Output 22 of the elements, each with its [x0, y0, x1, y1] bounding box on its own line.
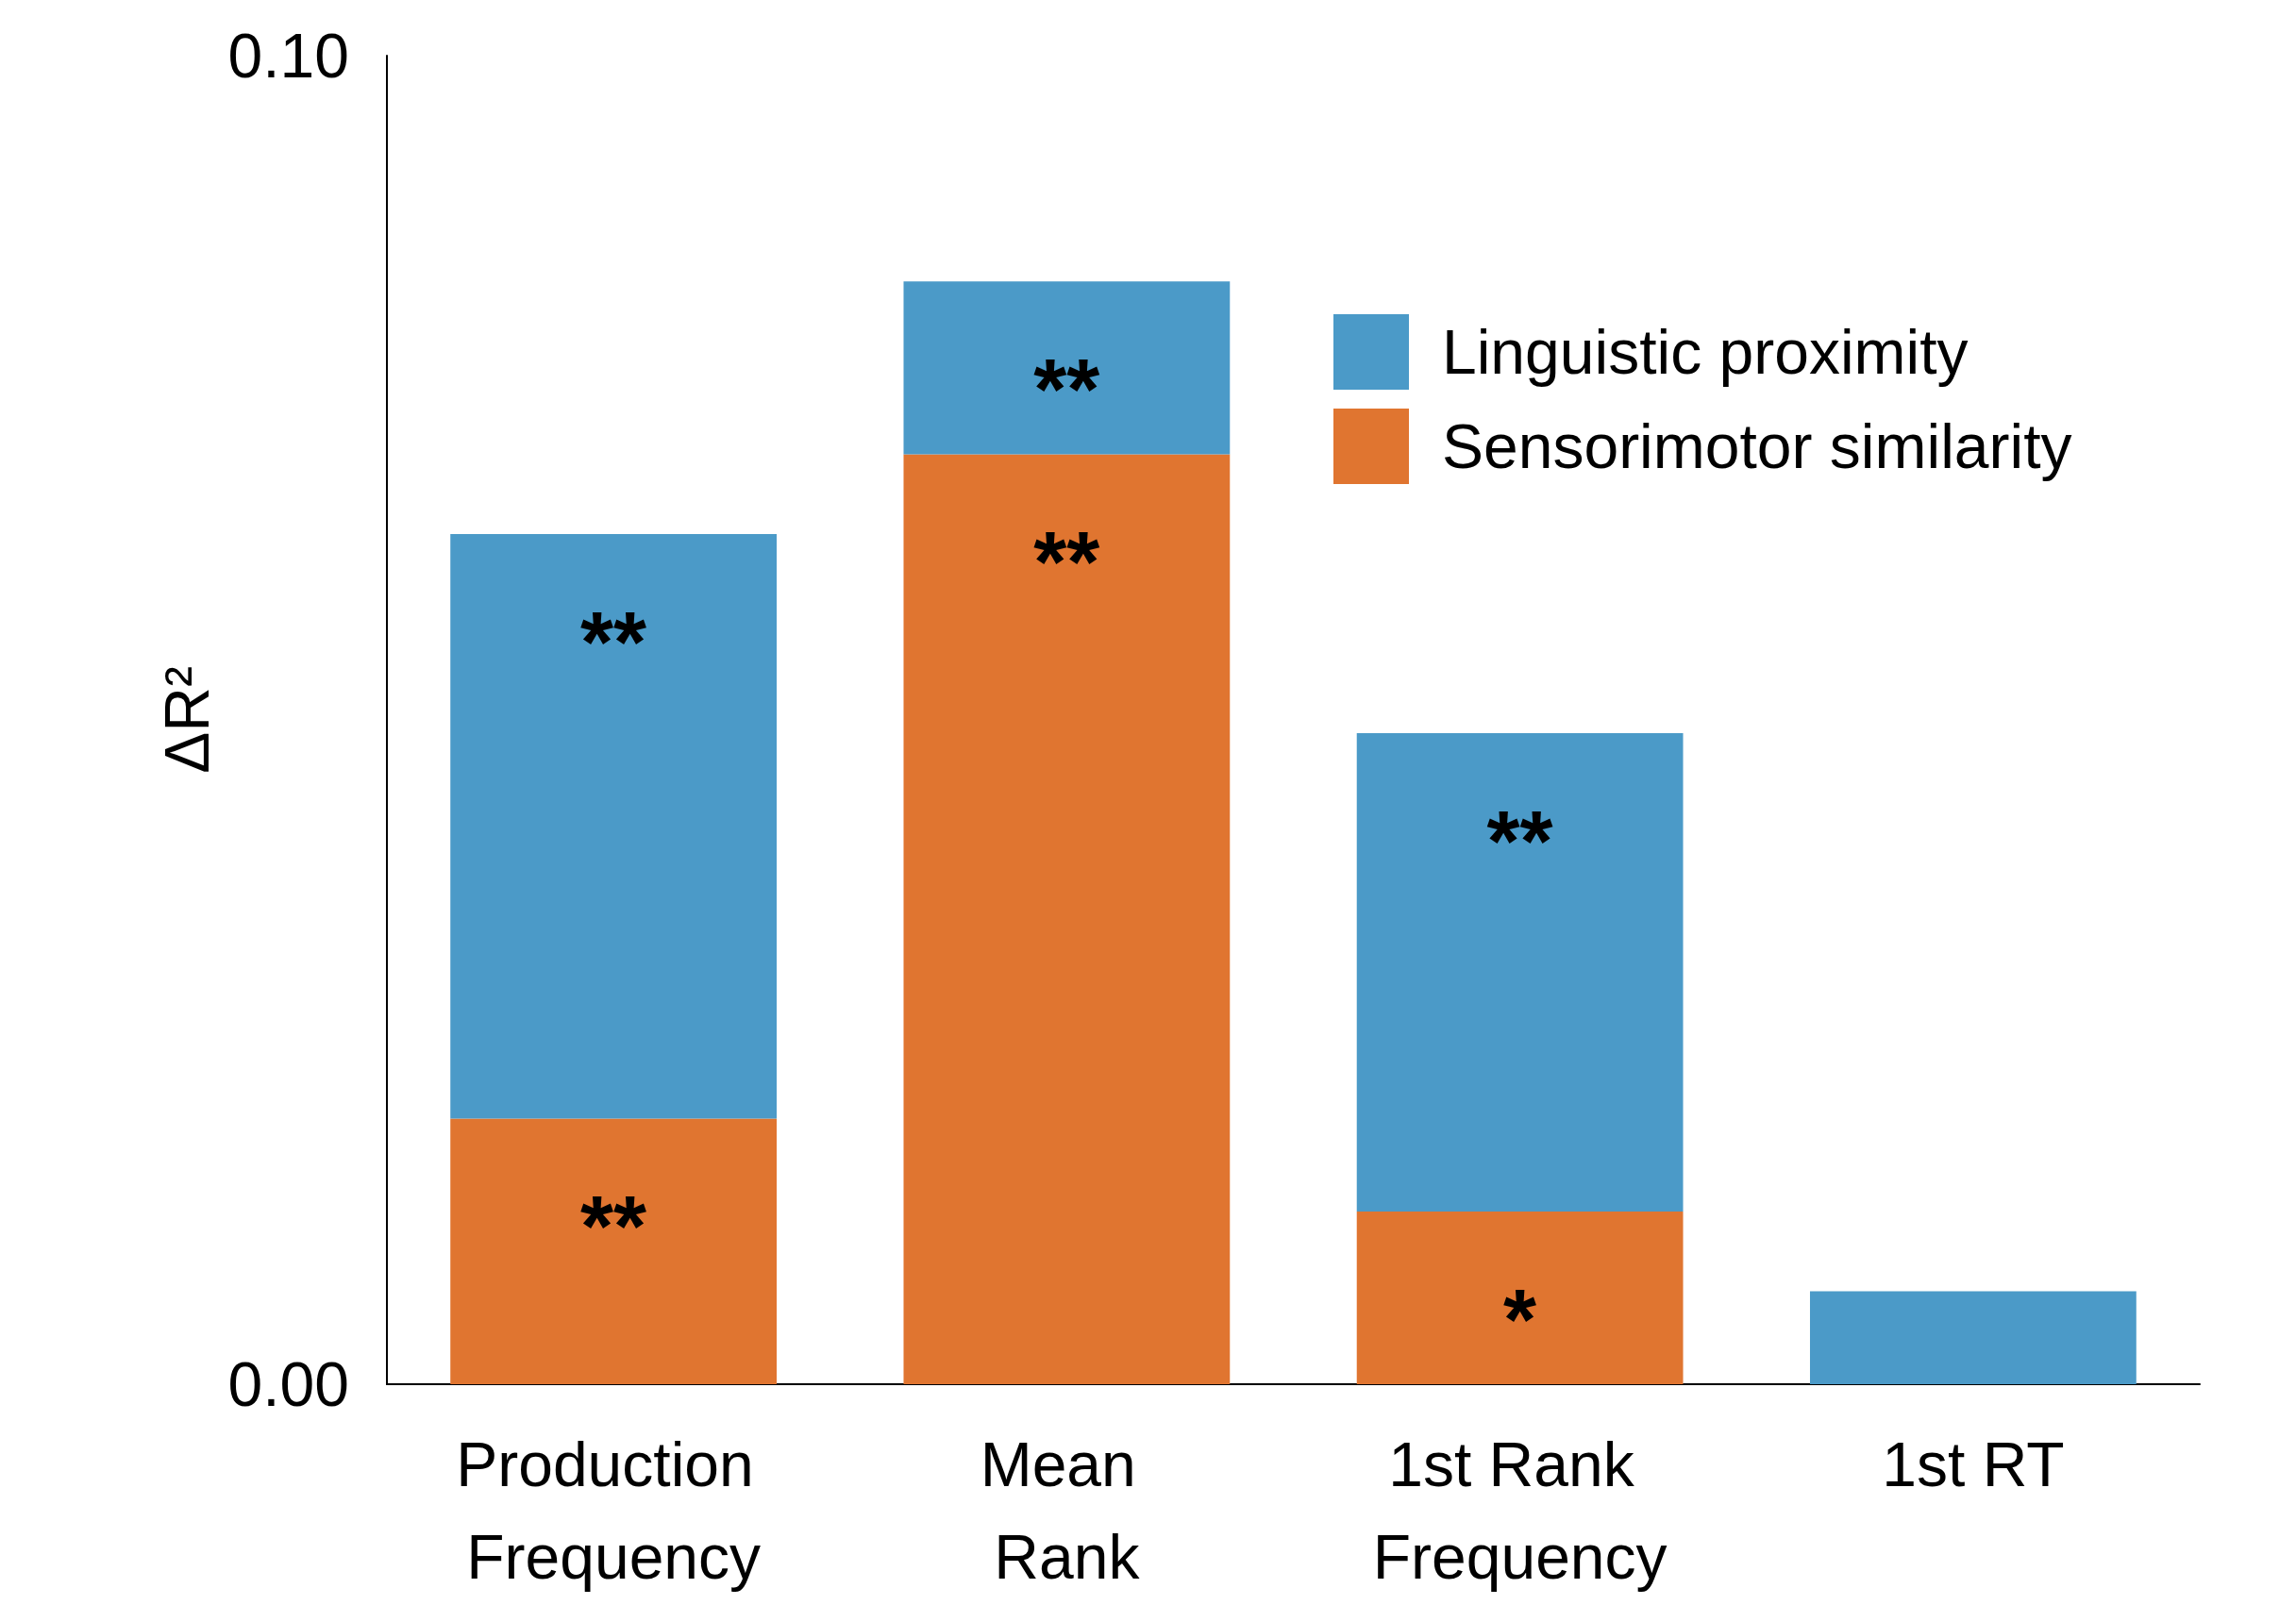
- legend-label: Sensorimotor similarity: [1442, 411, 2072, 481]
- data-label: **: [580, 1179, 647, 1275]
- data-label: **: [580, 594, 647, 690]
- x-tick-label: 1st RT: [1882, 1429, 2065, 1499]
- bar: [1356, 733, 1684, 1212]
- bar: [903, 281, 1231, 455]
- y-axis-title: ΔR²: [151, 666, 222, 774]
- bar: [1356, 1211, 1684, 1384]
- y-tick-label: 0.00: [227, 1349, 349, 1419]
- y-tick-label: 0.10: [227, 21, 349, 91]
- legend-label: Linguistic proximity: [1442, 317, 1969, 387]
- data-label: *: [1503, 1272, 1537, 1367]
- bar: [450, 1118, 778, 1384]
- bar: [903, 454, 1231, 1384]
- data-label: **: [1033, 343, 1100, 438]
- data-label: **: [1033, 515, 1100, 610]
- bar: [1809, 1291, 2137, 1384]
- data-label: **: [1486, 794, 1553, 890]
- x-tick-label: Production Frequency: [456, 1429, 772, 1592]
- x-tick-label: 1st Rank Frequency: [1372, 1429, 1668, 1592]
- bar: [450, 533, 778, 1119]
- x-tick-label: Mean Rank: [980, 1429, 1154, 1592]
